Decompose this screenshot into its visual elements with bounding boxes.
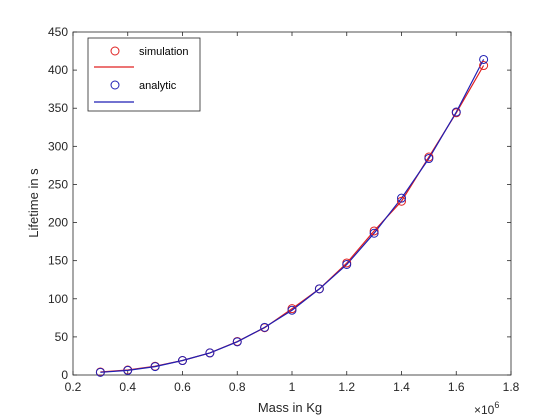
data-point-analytic [287, 305, 297, 315]
x-tick-label: 1.6 [448, 380, 465, 394]
y-tick-label: 50 [55, 330, 69, 344]
y-tick-label: 150 [48, 254, 68, 268]
series-line-analytic [100, 59, 485, 373]
data-point-analytic [342, 259, 352, 269]
data-point-analytic [424, 154, 434, 164]
data-point-analytic [95, 367, 105, 377]
x-tick-label: 1.4 [393, 380, 410, 394]
y-tick-label: 400 [48, 63, 68, 77]
data-point-analytic [123, 365, 133, 375]
data-point-analytic [369, 228, 379, 238]
y-tick-label: 350 [48, 101, 68, 115]
y-tick-label: 300 [48, 139, 68, 153]
series-layer [95, 54, 489, 377]
y-tick-label: 100 [48, 292, 68, 306]
data-point-analytic [397, 193, 406, 203]
data-point-analytic [451, 107, 461, 117]
legend-marker-analytic [110, 80, 120, 90]
data-point-analytic [232, 337, 242, 347]
legend-label-simulation: simulation [139, 46, 189, 58]
data-point-analytic [260, 322, 270, 332]
x-tick-label: 0.6 [174, 380, 191, 394]
data-point-analytic [178, 356, 187, 366]
x-axis-exponent-base: ×10 [474, 403, 495, 417]
legend-label-analytic: analytic [139, 80, 177, 92]
x-axis-exponent: ×106 [474, 400, 499, 417]
data-point-analytic [150, 362, 160, 372]
y-tick-label: 200 [48, 216, 68, 230]
axis-ticks: 0.2 0.4 0.6 0.8 1 1.2 1.4 1.6 1.8 0 50 100 150 200 250… [48, 25, 520, 394]
x-tick-label: 0.8 [229, 380, 246, 394]
x-tick-label: 1 [289, 380, 296, 394]
x-tick-label: 1.8 [503, 380, 520, 394]
y-axis-label: Lifetime in s [26, 168, 41, 238]
y-tick-label: 450 [48, 25, 68, 39]
x-axis-label: Mass in Kg [258, 400, 322, 415]
x-tick-label: 1.2 [338, 380, 355, 394]
data-point-analytic [205, 348, 215, 358]
x-tick-label: 0.2 [65, 380, 82, 394]
legend-marker-simulation [110, 46, 120, 56]
data-point-simulation [369, 226, 379, 236]
y-tick-label: 0 [61, 368, 68, 382]
x-axis-exponent-power: 6 [494, 400, 499, 410]
data-point-simulation [397, 196, 406, 206]
legend-box [87, 37, 201, 112]
x-tick-label: 0.4 [119, 380, 136, 394]
data-point-simulation [479, 61, 489, 71]
y-tick-label: 250 [48, 177, 68, 191]
legend: simulation analytic [87, 37, 201, 112]
data-point-analytic [314, 284, 324, 294]
data-point-analytic [479, 54, 489, 64]
